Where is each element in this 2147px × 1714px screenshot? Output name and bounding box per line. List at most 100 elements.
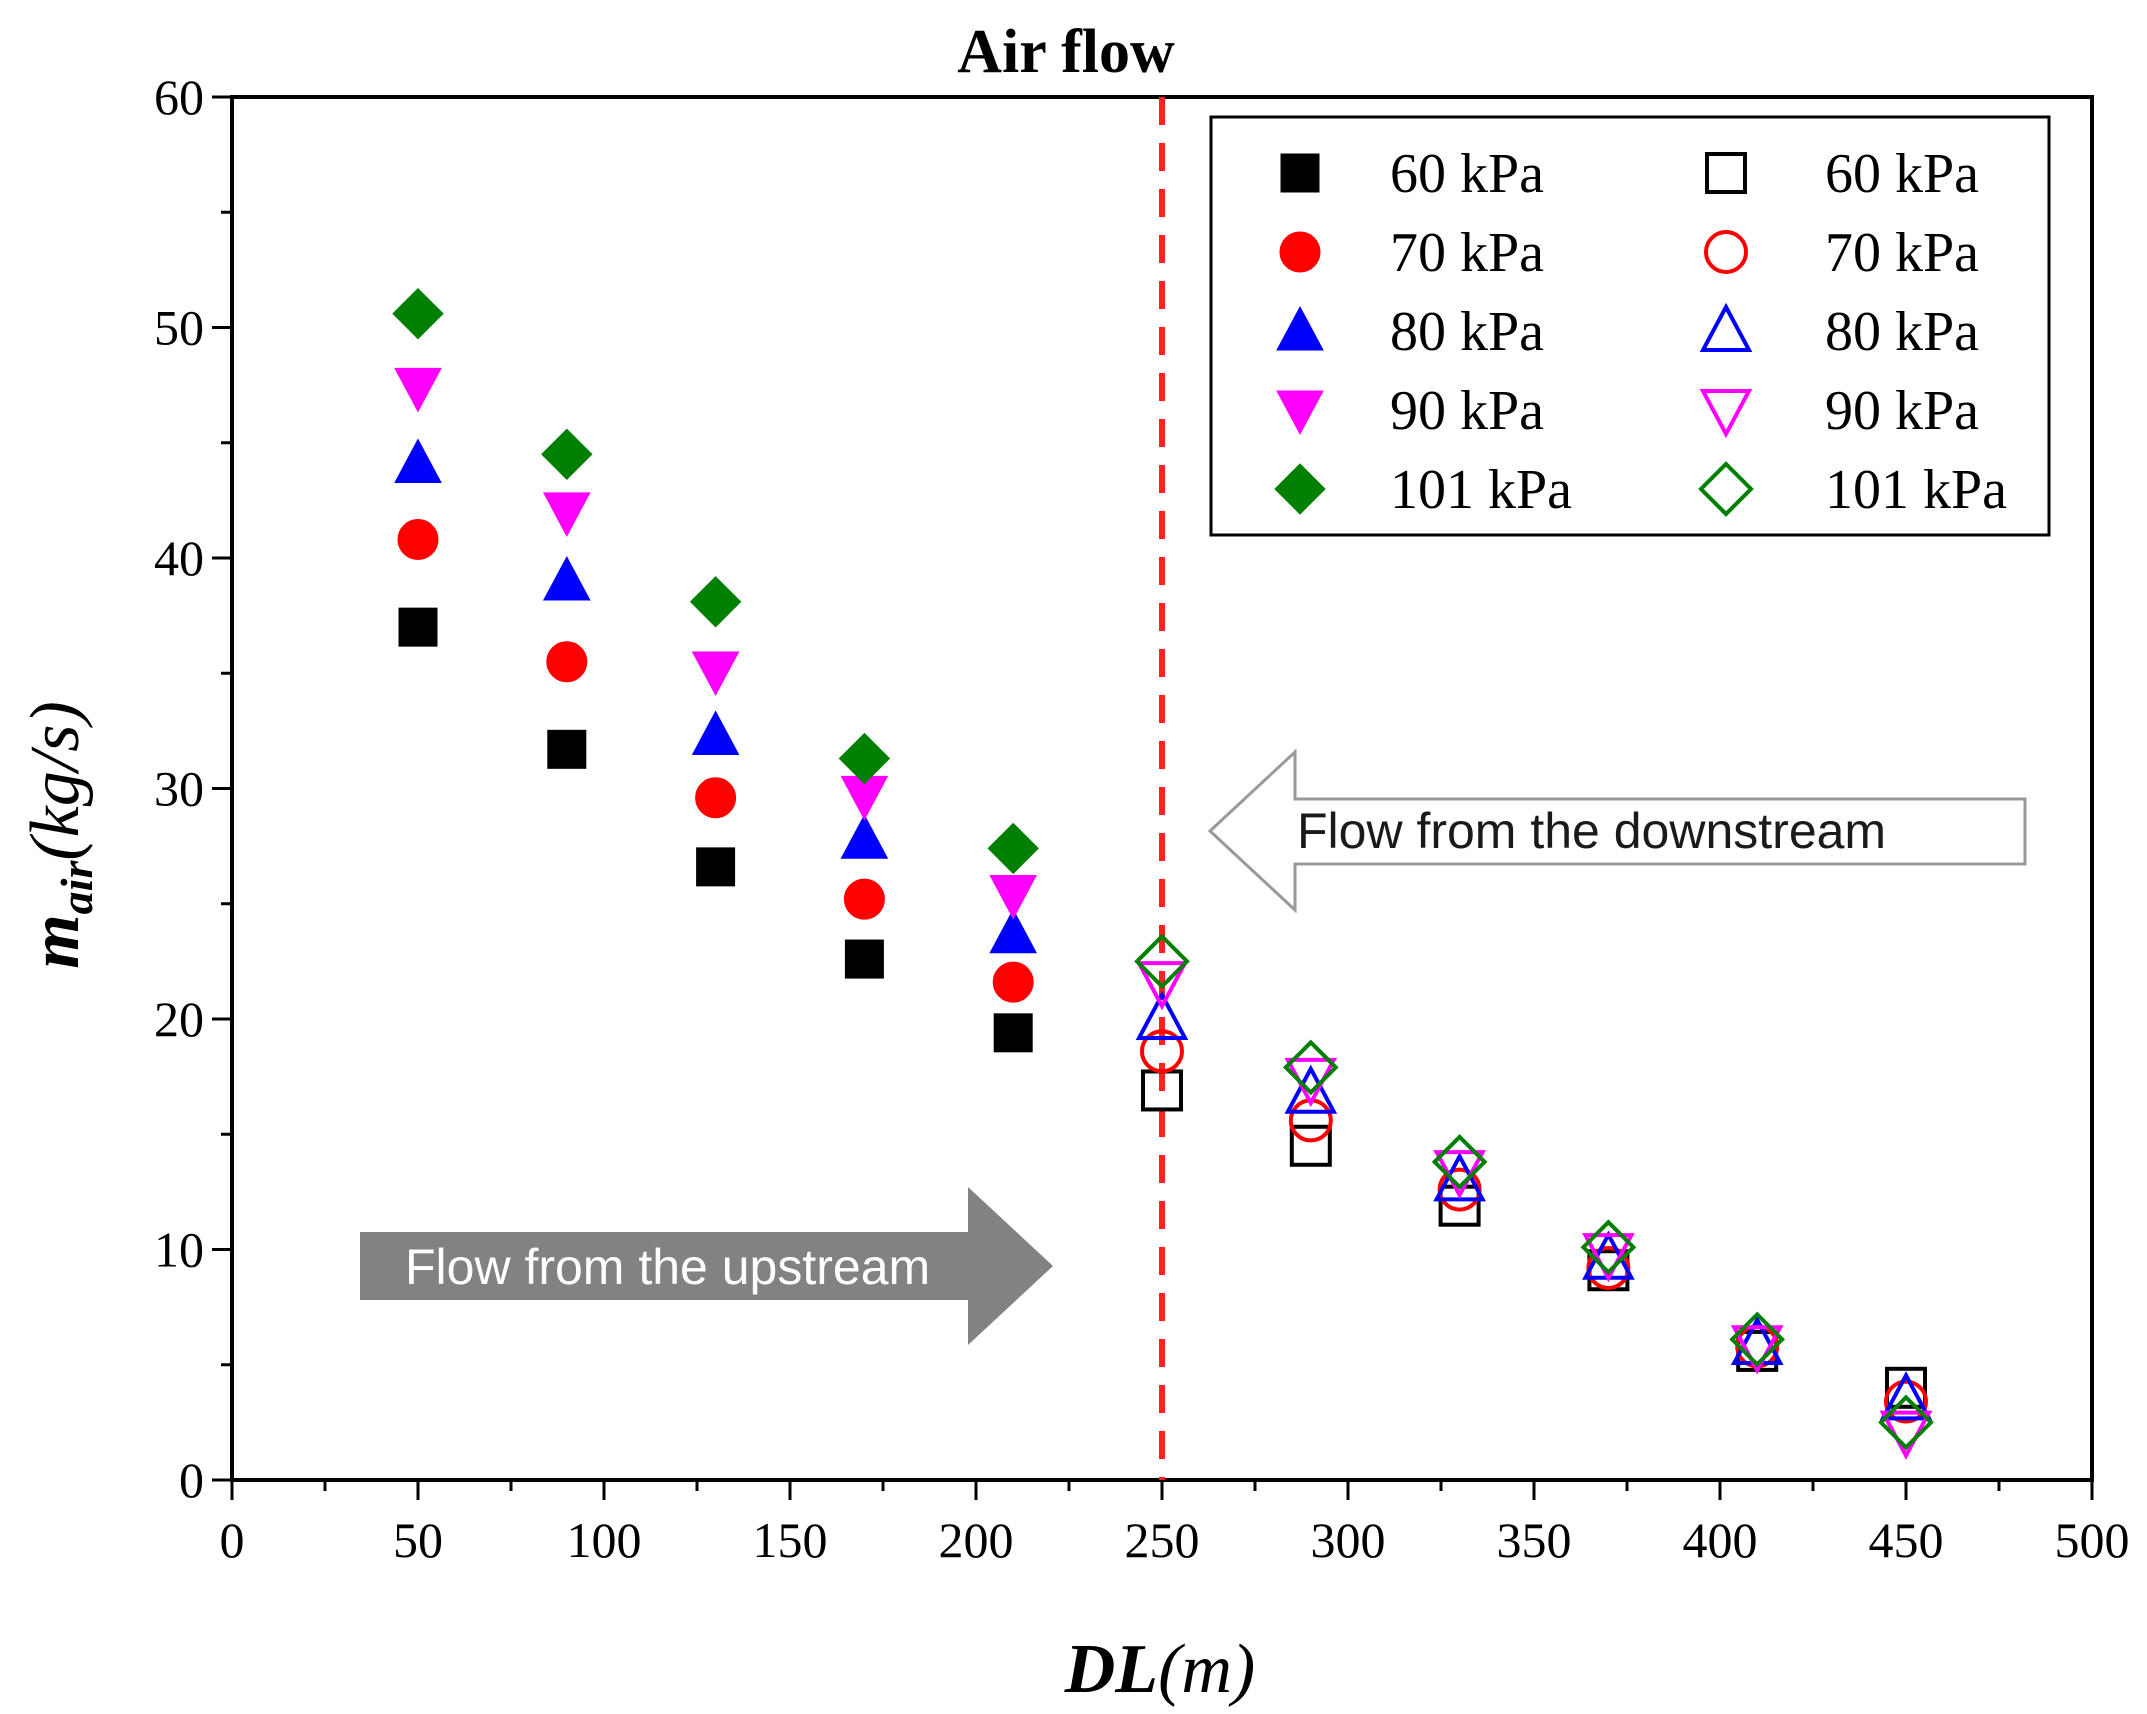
series-filled-70-kpa <box>397 519 1034 1003</box>
data-point <box>696 847 736 887</box>
data-point <box>691 710 740 755</box>
x-tick-label: 500 <box>2055 1512 2130 1568</box>
y-tick-label: 50 <box>154 300 204 356</box>
series-open-80-kpa <box>1135 990 1933 1421</box>
data-point <box>843 878 885 920</box>
x-axis-label: DL(m) <box>1064 1631 1256 1708</box>
data-point <box>993 1013 1033 1053</box>
x-tick-label: 150 <box>753 1512 828 1568</box>
data-point <box>840 814 889 859</box>
upstream-arrow: Flow from the upstream <box>360 1187 1053 1345</box>
legend-label: 90 kPa <box>1390 380 1544 442</box>
data-point <box>989 908 1038 954</box>
data-point <box>1284 1064 1338 1114</box>
data-point <box>989 875 1038 920</box>
data-point <box>1135 990 1189 1040</box>
legend-label: 80 kPa <box>1825 301 1979 363</box>
data-point <box>397 519 439 561</box>
y-tick-label: 30 <box>154 761 204 817</box>
data-point <box>541 428 593 480</box>
data-point <box>1730 1325 1784 1375</box>
data-point <box>987 822 1039 875</box>
series-filled-80-kpa <box>394 438 1038 954</box>
x-tick-label: 250 <box>1125 1512 1200 1568</box>
legend: 60 kPa 70 kPa 80 kPa 90 kPa 101 kPa 60 kPa 70 … <box>1209 115 2051 537</box>
data-point <box>1580 1219 1637 1276</box>
data-point <box>1884 1379 1928 1424</box>
legend-label: 101 kPa <box>1390 459 1572 521</box>
series-open-90-kpa <box>1135 961 1933 1460</box>
legend-marker <box>1699 389 1753 439</box>
legend-marker <box>1698 461 1754 517</box>
x-axis-label-main: DL <box>1064 1631 1158 1708</box>
y-axis-label-sub: air <box>51 860 102 915</box>
data-point <box>1140 1029 1184 1074</box>
series-open-70-kpa <box>1140 1029 1928 1424</box>
data-point <box>838 732 891 785</box>
data-point <box>394 438 442 483</box>
y-tick-label: 0 <box>179 1452 204 1508</box>
upstream-arrow-shape <box>360 1187 1053 1345</box>
chart-title: Air flow <box>957 18 1175 86</box>
data-point <box>392 287 444 340</box>
x-tick-label: 200 <box>939 1512 1014 1568</box>
legend-marker <box>1276 390 1324 436</box>
legend-label: 70 kPa <box>1825 222 1979 284</box>
data-points <box>392 287 1934 1460</box>
x-tick-label: 0 <box>220 1512 245 1568</box>
data-point <box>1431 1134 1488 1190</box>
x-tick-label: 100 <box>567 1512 642 1568</box>
data-point <box>1885 1366 1927 1409</box>
x-axis-label-unit: (m) <box>1158 1631 1255 1708</box>
data-point <box>689 576 742 628</box>
data-point <box>1879 1371 1933 1421</box>
data-point <box>1582 1233 1635 1283</box>
legend-marker <box>1279 231 1321 273</box>
data-point <box>1135 961 1189 1011</box>
data-point <box>1878 1394 1934 1451</box>
x-tick-label: 50 <box>393 1512 443 1568</box>
y-tick-label: 20 <box>154 991 204 1047</box>
data-point <box>547 729 587 769</box>
legend-label: 70 kPa <box>1390 222 1544 284</box>
data-point <box>1282 1039 1339 1096</box>
data-point <box>691 651 740 697</box>
series-filled-60-kpa <box>398 607 1033 1053</box>
legend-marker <box>1704 230 1748 274</box>
series-filled-101-kpa <box>392 287 1039 875</box>
y-tick-label: 40 <box>154 530 204 586</box>
data-point <box>394 367 442 413</box>
y-axis-label-main: m <box>17 914 94 968</box>
legend-marker <box>1699 302 1753 352</box>
legend-marker <box>1705 152 1747 194</box>
data-point <box>844 939 884 979</box>
legend-label: 101 kPa <box>1825 459 2007 521</box>
y-tick-label: 60 <box>154 69 204 125</box>
legend-label: 60 kPa <box>1825 143 1979 205</box>
data-point <box>542 492 591 537</box>
legend-label: 60 kPa <box>1390 143 1544 205</box>
series-filled-90-kpa <box>394 367 1038 920</box>
data-point <box>1729 1311 1786 1368</box>
legend-label: 90 kPa <box>1825 380 1979 442</box>
x-tick-label: 300 <box>1311 1512 1386 1568</box>
legend-box <box>1209 115 2051 537</box>
series-open-60-kpa <box>1141 1069 1927 1409</box>
legend-marker <box>1280 153 1320 193</box>
series-open-101-kpa <box>1134 933 1934 1451</box>
downstream-arrow-shape <box>1207 748 2027 914</box>
downstream-arrow-label: Flow from the downstream <box>1297 803 1886 859</box>
data-point <box>546 641 588 683</box>
x-tick-label: 350 <box>1497 1512 1572 1568</box>
data-point <box>398 607 438 647</box>
downstream-arrow: Flow from the downstream <box>1207 748 2027 914</box>
x-tick-label: 450 <box>1869 1512 1944 1568</box>
data-point <box>1289 1124 1332 1167</box>
axis-ticks: 0 50 100 150 200 250 300 350 400 450 500 0 10 20 30 40 5… <box>154 69 2130 1568</box>
x-tick-label: 400 <box>1683 1512 1758 1568</box>
legend-marker <box>1276 305 1324 351</box>
legend-marker <box>1274 463 1326 515</box>
legend-label: 80 kPa <box>1390 301 1544 363</box>
data-point <box>695 777 737 819</box>
